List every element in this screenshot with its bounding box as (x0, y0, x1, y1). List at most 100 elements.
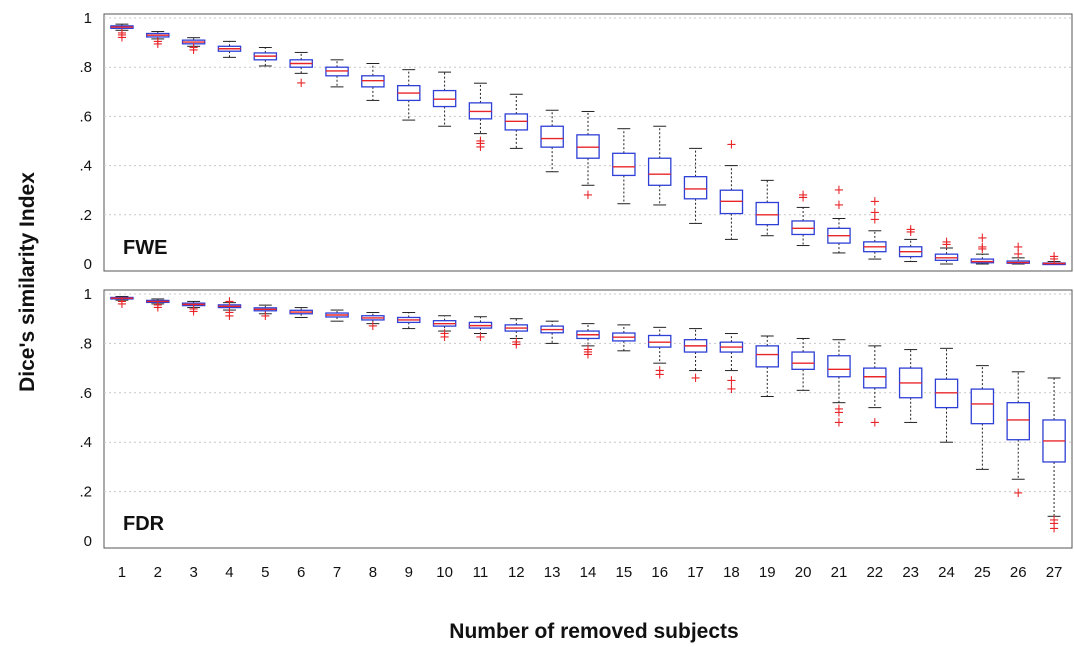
outlier-marker: + (905, 223, 916, 238)
y-tick-label: .8 (79, 335, 92, 352)
y-tick-label: .4 (79, 158, 92, 175)
iqr-box (647, 334, 672, 348)
outlier-marker: + (977, 240, 988, 255)
box-13 (540, 320, 564, 344)
y-tick-label: 1 (84, 286, 92, 303)
fdr-panel: FDR 0.2.4.6.81 ++ ++ +++++ ++ ++ + ++ +++++ + ++++… (79, 286, 1073, 550)
x-tick-label: 2 (154, 564, 162, 581)
box-27: ++ (1042, 250, 1066, 267)
fwe-panel: FWE 0.2.4.6.81+++ ++ +++++++++++++++++++ ++… (79, 10, 1073, 273)
y-tick-label: 0 (84, 256, 92, 273)
outlier-marker: + (439, 327, 450, 342)
outlier-marker: + (188, 302, 199, 317)
box-27: +++ (1042, 377, 1066, 537)
outlier-marker: + (475, 140, 486, 155)
x-axis-ticks: 1 2 3 4 5 6 7 8 9 10 11 12 13 14 15 16 17 18 19 20 21 22 23 24 2… (118, 564, 1063, 581)
box-18: + (719, 138, 744, 240)
panel-label-fwe: FWE (123, 237, 167, 259)
box-12 (504, 93, 529, 149)
x-tick-label: 3 (189, 564, 197, 581)
box-1: +++ (110, 23, 134, 46)
outlier-marker: + (834, 406, 845, 421)
box-2: ++ (146, 298, 170, 316)
outlier-marker: + (260, 309, 271, 324)
iqr-box (540, 125, 564, 148)
outlier-marker: + (869, 205, 880, 220)
outlier-marker: + (869, 194, 880, 209)
box-25 (970, 365, 995, 470)
outlier-marker: + (977, 231, 988, 246)
outlier-marker: + (798, 191, 809, 206)
box-5 (253, 47, 278, 67)
x-tick-label: 12 (508, 564, 525, 581)
x-tick-label: 11 (473, 564, 489, 581)
x-tick-label: 4 (225, 564, 233, 581)
outlier-marker: + (583, 345, 594, 360)
outlier-marker: + (1049, 513, 1060, 528)
iqr-box (755, 201, 780, 226)
box-22: + (863, 345, 887, 430)
x-tick-label: 27 (1046, 564, 1063, 581)
x-tick-label: 20 (795, 564, 812, 581)
outlier-marker: + (977, 242, 988, 257)
outlier-marker: + (224, 294, 235, 309)
box-19 (755, 335, 780, 398)
y-tick-label: .2 (79, 207, 92, 224)
box-10: ++ (432, 315, 457, 345)
outlier-marker: + (583, 343, 594, 358)
outlier-marker: + (941, 235, 952, 250)
outlier-marker: + (1049, 252, 1060, 267)
x-tick-label: 8 (369, 564, 377, 581)
y-tick-label: .8 (79, 59, 92, 76)
outlier-marker: + (116, 297, 127, 312)
x-tick-label: 26 (1010, 564, 1027, 581)
box-14: +++ (576, 323, 600, 363)
plot-frame (103, 289, 1073, 549)
box-22: +++ (863, 194, 887, 260)
outlier-marker: + (152, 298, 163, 313)
box-7 (325, 309, 349, 322)
box-17: + (683, 328, 708, 386)
x-tick-label: 5 (261, 564, 269, 581)
box-21: +++ (827, 339, 851, 430)
outlier-marker: + (834, 415, 845, 430)
iqr-box (970, 388, 995, 425)
box-18: ++ (719, 333, 744, 397)
x-tick-label: 16 (651, 564, 668, 581)
outlier-marker: + (1013, 240, 1024, 255)
outlier-marker: + (224, 309, 235, 324)
outlier-marker: + (834, 402, 845, 417)
outlier-marker: + (475, 330, 486, 345)
outlier-marker: + (188, 43, 199, 58)
iqr-box (863, 367, 887, 389)
box-4 (217, 40, 242, 58)
box-25: +++ (970, 231, 995, 265)
outlier-marker: + (511, 335, 522, 350)
outlier-marker: + (1013, 486, 1024, 501)
box-8 (361, 63, 385, 101)
x-tick-label: 24 (938, 564, 955, 581)
y-tick-label: .2 (79, 484, 92, 501)
outlier-marker: + (1013, 247, 1024, 262)
box-10 (432, 71, 457, 127)
outlier-marker: + (869, 415, 880, 430)
outlier-marker: + (152, 301, 163, 316)
outlier-marker: + (152, 34, 163, 49)
outlier-marker: + (941, 237, 952, 252)
box-11: + (468, 316, 493, 345)
outlier-marker: + (116, 26, 127, 41)
box-17 (683, 147, 708, 224)
box-24 (934, 347, 959, 443)
panel-label-fdr: FDR (123, 513, 165, 535)
outlier-marker: + (654, 364, 665, 379)
outlier-marker: + (726, 382, 737, 397)
outlier-marker: + (1049, 517, 1060, 532)
x-tick-label: 21 (831, 564, 848, 581)
outlier-marker: + (690, 371, 701, 386)
x-tick-label: 19 (759, 564, 776, 581)
outlier-marker: + (116, 294, 127, 309)
box-15 (612, 324, 636, 352)
plot-frame (103, 13, 1073, 272)
box-16 (647, 125, 672, 206)
x-tick-label: 13 (544, 564, 561, 581)
